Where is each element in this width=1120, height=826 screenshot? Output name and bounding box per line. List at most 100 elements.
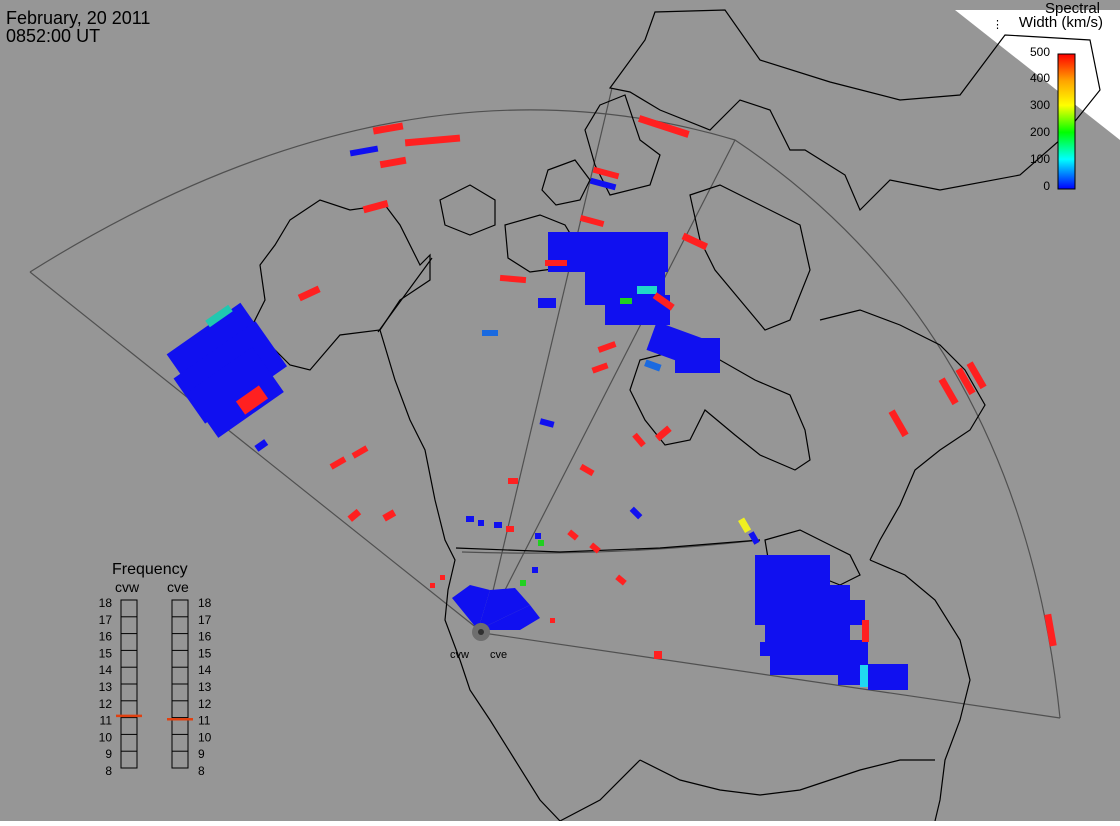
data-cell — [506, 526, 514, 532]
data-cell — [347, 508, 362, 522]
data-cell — [675, 338, 720, 373]
data-cell — [654, 651, 662, 659]
spectral-width-colorbar: Spectral Width (km/s) ⋮ 500 400 300 200 … — [992, 0, 1103, 193]
frequency-tick-label: 9 — [105, 747, 112, 761]
data-cell — [478, 520, 484, 526]
data-cell — [550, 618, 555, 623]
frequency-tick-label: 17 — [99, 613, 113, 627]
colorbar-tick: 100 — [1030, 152, 1050, 166]
data-cell — [748, 531, 760, 545]
frequency-tick-label: 15 — [198, 646, 212, 660]
frequency-tick-label: 16 — [198, 630, 212, 644]
alaska-canada-border — [377, 257, 433, 333]
data-cell — [372, 122, 404, 135]
data-cell — [466, 516, 474, 522]
atlantic-coast-outline — [869, 559, 971, 822]
frequency-panel: Frequency cvw cve 18 18 17 17 16 16 15 15 14 14 13… — [99, 561, 212, 778]
data-cell — [868, 664, 908, 690]
data-cell — [379, 156, 407, 169]
colorbar-tick: 0 — [1043, 179, 1050, 193]
data-cell — [1044, 613, 1057, 647]
data-cell — [351, 445, 369, 459]
land-outlines — [234, 9, 1101, 822]
frequency-tick-label: 12 — [99, 697, 113, 711]
southern-border — [559, 759, 641, 822]
data-cell — [235, 385, 269, 415]
data-cell — [538, 540, 544, 546]
frequency-tick-label: 15 — [99, 646, 113, 660]
frequency-tick-label: 8 — [198, 764, 205, 778]
data-cell — [654, 425, 672, 442]
alaska-outline — [234, 199, 431, 371]
banks-island-outline — [439, 184, 496, 236]
data-cell — [955, 367, 976, 396]
frequency-tick-label: 9 — [198, 747, 205, 761]
data-cell — [589, 542, 601, 554]
frequency-tick-label: 14 — [198, 663, 212, 677]
radar-site-label-cve: cve — [490, 649, 507, 661]
data-cell — [508, 478, 518, 484]
pacific-coast-outline — [379, 329, 561, 822]
data-cell — [205, 304, 233, 328]
data-cell — [738, 517, 752, 534]
frequency-tick-label: 10 — [198, 730, 212, 744]
colorbar-tick: 500 — [1030, 45, 1050, 59]
gulf-coast-outline — [639, 759, 935, 796]
data-cell — [966, 361, 987, 390]
colorbar-tick: 200 — [1030, 125, 1050, 139]
radar-site-dot — [478, 629, 484, 635]
data-cell — [349, 145, 379, 157]
frequency-tick-label: 11 — [100, 714, 113, 728]
data-cell — [545, 260, 567, 266]
data-cell — [539, 418, 555, 428]
data-cell — [404, 134, 461, 147]
frequency-tick-label: 18 — [99, 596, 113, 610]
frequency-radar-label-cvw: cvw — [115, 579, 140, 595]
data-cell — [765, 620, 810, 650]
data-cell — [430, 583, 435, 588]
data-cell — [591, 362, 609, 374]
data-cell — [482, 330, 498, 336]
frequency-tick-label: 13 — [198, 680, 212, 694]
colorbar-tick: 300 — [1030, 98, 1050, 112]
greenland-outline — [608, 9, 1101, 212]
data-cell — [520, 580, 526, 586]
data-cell — [938, 377, 959, 406]
data-cell — [638, 115, 690, 138]
arctic-islands-outline — [584, 94, 661, 196]
data-cell — [632, 432, 646, 448]
data-cell — [860, 665, 868, 687]
colorbar-dots: ⋮ — [992, 19, 1003, 31]
frequency-tick-label: 14 — [99, 663, 113, 677]
data-cell — [567, 529, 579, 541]
data-cell — [644, 359, 662, 372]
data-cell — [499, 274, 527, 284]
data-cell — [166, 302, 264, 388]
data-cell — [579, 214, 605, 228]
date-label: February, 20 2011 — [6, 8, 150, 28]
labrador-quebec-outline — [819, 309, 986, 561]
data-cell — [579, 463, 595, 477]
data-cell — [186, 346, 284, 438]
frequency-radar-label-cve: cve — [167, 579, 189, 595]
data-cell — [535, 533, 541, 539]
data-cell — [681, 232, 709, 251]
hudson-bay-outline — [629, 349, 811, 471]
time-label: 0852:00 UT — [6, 26, 100, 46]
data-cell — [254, 439, 269, 452]
frequency-title: Frequency — [112, 561, 188, 578]
frequency-tick-label: 16 — [99, 630, 113, 644]
data-cell — [620, 298, 632, 304]
data-cell — [637, 286, 657, 294]
data-cell — [592, 166, 620, 180]
data-cell — [382, 509, 397, 522]
data-cell — [329, 456, 347, 470]
data-cell — [532, 567, 538, 573]
frequency-tick-label: 11 — [198, 714, 211, 728]
data-cell — [597, 341, 617, 353]
data-cell — [452, 585, 490, 630]
data-cell — [862, 620, 869, 642]
data-cell — [888, 409, 909, 438]
